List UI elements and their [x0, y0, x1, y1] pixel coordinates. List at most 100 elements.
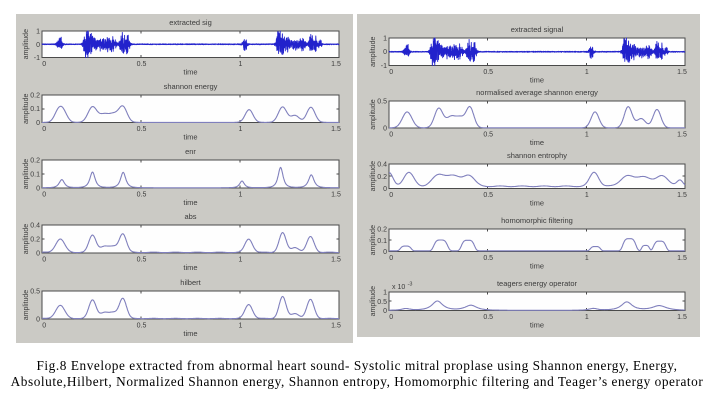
svg-text:0.5: 0.5 [377, 299, 387, 306]
svg-text:extracted sig: extracted sig [169, 18, 212, 27]
svg-text:shannon energy: shannon energy [164, 82, 218, 91]
svg-text:0.5: 0.5 [377, 99, 387, 106]
svg-text:0: 0 [389, 69, 393, 76]
svg-text:0: 0 [383, 186, 387, 193]
svg-text:0.4: 0.4 [377, 162, 387, 169]
svg-text:1: 1 [239, 257, 243, 264]
svg-text:0.5: 0.5 [137, 323, 147, 330]
svg-text:shannon entrophy: shannon entrophy [507, 151, 567, 160]
svg-text:0: 0 [42, 323, 46, 330]
svg-text:x 10: x 10 [392, 284, 405, 291]
svg-text:1: 1 [585, 69, 589, 76]
svg-text:0.5: 0.5 [137, 192, 147, 199]
svg-text:0.5: 0.5 [137, 126, 147, 133]
svg-text:1.5: 1.5 [677, 132, 687, 139]
svg-text:1.5: 1.5 [677, 314, 687, 321]
svg-text:0: 0 [389, 255, 393, 262]
svg-text:0: 0 [36, 317, 40, 324]
svg-text:0.5: 0.5 [483, 192, 493, 199]
svg-text:time: time [183, 198, 197, 207]
svg-text:0: 0 [36, 42, 40, 49]
svg-text:time: time [530, 76, 544, 85]
svg-text:1: 1 [585, 314, 589, 321]
svg-text:time: time [530, 262, 544, 271]
svg-text:0.5: 0.5 [483, 69, 493, 76]
svg-text:teagers energy operator: teagers energy operator [497, 279, 578, 288]
svg-text:1: 1 [239, 61, 243, 68]
svg-text:time: time [183, 68, 197, 77]
svg-text:1: 1 [36, 29, 40, 36]
svg-text:1: 1 [239, 126, 243, 133]
svg-text:amplitude: amplitude [23, 29, 30, 59]
svg-text:amplitude: amplitude [23, 224, 30, 254]
svg-text:0.2: 0.2 [377, 227, 387, 234]
svg-text:homomorphic filtering: homomorphic filtering [501, 216, 573, 225]
svg-text:1: 1 [383, 290, 387, 297]
svg-text:-1: -1 [381, 63, 387, 70]
svg-text:1.5: 1.5 [677, 69, 687, 76]
svg-text:1: 1 [585, 255, 589, 262]
svg-text:normalised average shannon ene: normalised average shannon energy [476, 88, 598, 97]
svg-text:1: 1 [585, 132, 589, 139]
svg-text:amplitude: amplitude [370, 225, 377, 255]
svg-text:hilbert: hilbert [180, 278, 201, 287]
svg-text:0: 0 [42, 192, 46, 199]
svg-text:amplitude: amplitude [23, 94, 30, 124]
svg-text:0: 0 [383, 249, 387, 256]
svg-text:0: 0 [389, 192, 393, 199]
svg-text:abs: abs [184, 212, 196, 221]
svg-text:0: 0 [36, 186, 40, 193]
svg-text:0.5: 0.5 [483, 314, 493, 321]
svg-text:0.5: 0.5 [483, 255, 493, 262]
svg-text:0: 0 [383, 126, 387, 133]
svg-text:0.2: 0.2 [377, 174, 387, 181]
svg-text:time: time [183, 329, 197, 338]
svg-text:1.5: 1.5 [677, 192, 687, 199]
svg-text:time: time [183, 263, 197, 272]
svg-text:1: 1 [239, 192, 243, 199]
svg-text:0.4: 0.4 [30, 223, 40, 230]
svg-text:0: 0 [42, 257, 46, 264]
svg-text:1: 1 [239, 323, 243, 330]
svg-text:0: 0 [389, 314, 393, 321]
svg-text:amplitude: amplitude [370, 286, 377, 316]
svg-text:1.5: 1.5 [331, 323, 341, 330]
svg-text:0.5: 0.5 [30, 289, 40, 296]
svg-text:1: 1 [383, 36, 387, 43]
svg-text:1.5: 1.5 [331, 257, 341, 264]
svg-text:time: time [183, 133, 197, 142]
svg-text:1.5: 1.5 [677, 255, 687, 262]
svg-text:0: 0 [36, 120, 40, 127]
svg-text:0: 0 [383, 49, 387, 56]
svg-text:0.5: 0.5 [137, 257, 147, 264]
svg-text:0.2: 0.2 [30, 158, 40, 165]
svg-text:0.1: 0.1 [30, 106, 40, 113]
svg-text:0.5: 0.5 [137, 61, 147, 68]
svg-text:extracted signal: extracted signal [511, 25, 564, 34]
svg-text:amplitude: amplitude [23, 159, 30, 189]
svg-text:time: time [530, 138, 544, 147]
svg-text:0: 0 [389, 132, 393, 139]
svg-text:0: 0 [383, 308, 387, 315]
svg-text:-3: -3 [408, 282, 413, 288]
svg-text:amplitude: amplitude [370, 99, 377, 129]
svg-text:time: time [530, 321, 544, 330]
svg-text:0.2: 0.2 [30, 93, 40, 100]
svg-text:1.5: 1.5 [331, 126, 341, 133]
svg-text:0.1: 0.1 [377, 238, 387, 245]
svg-text:0: 0 [42, 126, 46, 133]
svg-text:amplitude: amplitude [370, 37, 377, 67]
svg-text:-1: -1 [34, 55, 40, 62]
svg-text:1.5: 1.5 [331, 61, 341, 68]
svg-text:1: 1 [585, 192, 589, 199]
svg-text:0: 0 [36, 251, 40, 258]
svg-text:0.2: 0.2 [30, 237, 40, 244]
svg-text:time: time [530, 199, 544, 208]
svg-text:amplitude: amplitude [23, 290, 30, 320]
svg-text:0.5: 0.5 [483, 132, 493, 139]
svg-text:0: 0 [42, 61, 46, 68]
svg-text:0.1: 0.1 [30, 172, 40, 179]
svg-text:enr: enr [185, 147, 196, 156]
svg-text:1.5: 1.5 [331, 192, 341, 199]
svg-text:amplitude: amplitude [370, 161, 377, 191]
